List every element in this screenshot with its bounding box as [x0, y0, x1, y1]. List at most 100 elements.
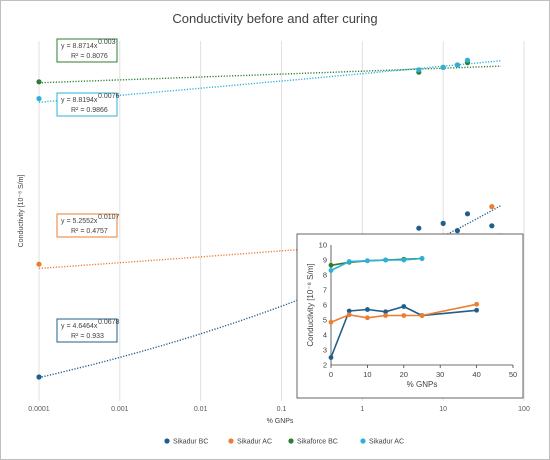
trendlines	[38, 60, 502, 379]
legend-marker	[288, 438, 294, 444]
legend-label: Sikadur BC	[173, 439, 208, 446]
inset-data-point	[328, 355, 334, 360]
x-tick-label: 100	[518, 406, 530, 413]
inset-y-tick-label: 8	[323, 271, 327, 280]
inset-y-tick-label: 4	[323, 331, 327, 340]
data-point	[489, 204, 495, 210]
inset-data-point	[401, 257, 407, 263]
equation-border	[56, 92, 118, 117]
inset-data-point	[365, 258, 370, 264]
inset-y-axis-title: Conductivity [10⁻⁸ S/m]	[306, 263, 315, 346]
equation-text: y = 8.8714x	[61, 43, 98, 50]
r-squared-text: R² = 0.8076	[71, 53, 108, 60]
r-squared-text: R² = 0.4757	[71, 228, 108, 235]
equation-exponent: 0.0076	[98, 93, 120, 100]
x-axis-title: % GNPs	[267, 418, 294, 425]
inset-data-point	[401, 313, 407, 318]
inset-data-point	[346, 259, 352, 264]
legend: Sikadur BC Sikadur AC Sikaforce BC Sikadur …	[164, 438, 404, 446]
legend-marker	[164, 438, 170, 444]
r-squared-text: R² = 0.933	[71, 333, 104, 340]
data-point	[464, 57, 471, 63]
equation-exponent: 0.0107	[98, 214, 120, 221]
equation-text: y = 8.8194x	[61, 97, 98, 104]
data-point	[416, 225, 422, 231]
inset-y-tick-label: 10	[319, 241, 327, 250]
y-axis-title: Conductivity [10⁻⁸ S/m]	[18, 175, 25, 248]
data-point	[440, 220, 446, 226]
inset-y-tick-label: 6	[323, 301, 327, 310]
equation-text: y = 5.2552x	[61, 218, 98, 225]
legend-label: Sikadur AC	[237, 439, 272, 446]
inset-data-point	[419, 256, 425, 261]
data-point	[440, 64, 446, 70]
inset-y-tick-label: 5	[323, 316, 327, 325]
data-point	[36, 374, 42, 380]
inset-data-point	[328, 268, 334, 273]
inset-data-point	[401, 304, 407, 309]
inset-data-point	[474, 307, 479, 313]
equation-text: y = 4.6464x	[61, 323, 98, 330]
inset-data-point	[328, 262, 334, 268]
inset-data-point	[383, 257, 388, 263]
trendline	[38, 60, 502, 103]
data-point	[36, 261, 42, 267]
chart-title: Conductivity before and after curing	[172, 11, 377, 26]
x-tick-label: 0.0001	[28, 406, 50, 413]
data-point	[36, 96, 42, 102]
inset-data-point	[365, 307, 370, 312]
inset-data-point	[365, 315, 370, 321]
inset-frame	[296, 233, 524, 399]
inset-data-point	[383, 309, 388, 315]
x-tick-label: 1	[360, 406, 364, 413]
inset-x-axis-title: % GNPs	[407, 380, 438, 389]
data-point	[454, 62, 461, 68]
trendline	[38, 204, 502, 379]
inset-y-tick-label: 9	[323, 256, 327, 265]
legend-marker	[360, 438, 366, 444]
inset-y-tick-label: 7	[323, 286, 327, 295]
legend-marker	[228, 438, 234, 444]
inset-x-tick-label: 20	[400, 370, 408, 379]
r-squared-text: R² = 0.9866	[71, 107, 108, 114]
x-tick-label: 0.01	[194, 406, 208, 413]
inset-y-tick-label: 3	[323, 346, 327, 355]
inset-x-tick-label: 30	[436, 370, 444, 379]
inset-chart: 2 3 4 5 6 7 8 9 10 0 10 20 30 40 50 % GNPs Conductivity …	[296, 233, 524, 399]
inset-data-point	[346, 312, 352, 318]
x-tick-label: 10	[439, 406, 447, 413]
equation-border	[56, 38, 118, 63]
equation-border	[56, 213, 118, 238]
inset-x-tick-label: 50	[509, 370, 517, 379]
inset-y-tick-label: 2	[323, 361, 327, 370]
x-tick-label: 0.1	[277, 406, 287, 413]
inset-x-tick-label: 0	[329, 370, 333, 379]
data-point	[454, 228, 461, 234]
x-tick-labels: 0.0001 0.001 0.01 0.1 1 10 100	[28, 406, 530, 413]
equation-exponent: 0.0678	[98, 319, 120, 326]
inset-data-point	[419, 313, 425, 318]
inset-data-point	[328, 319, 334, 325]
inset-data-point	[346, 308, 352, 314]
legend-label: Sikaforce BC	[297, 439, 338, 446]
equation-exponent: 0.003	[98, 39, 116, 46]
inset-data-point	[383, 313, 388, 318]
equation-border	[56, 318, 118, 343]
data-point	[489, 223, 495, 229]
data-point	[416, 67, 422, 73]
data-point	[36, 79, 42, 85]
x-tick-label: 0.001	[111, 406, 129, 413]
data-point	[464, 211, 471, 217]
trendline	[38, 65, 502, 84]
inset-data-point	[474, 301, 479, 307]
inset-x-tick-label: 10	[363, 370, 371, 379]
legend-label: Sikadur AC	[369, 439, 404, 446]
inset-series-line	[330, 257, 423, 272]
